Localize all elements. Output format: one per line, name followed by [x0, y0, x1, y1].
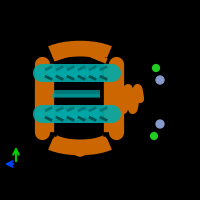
Ellipse shape — [86, 68, 102, 78]
Ellipse shape — [47, 108, 69, 119]
Ellipse shape — [67, 108, 85, 119]
Point — [154, 66, 158, 70]
Ellipse shape — [67, 68, 85, 78]
Point — [158, 122, 162, 126]
Point — [158, 78, 162, 82]
Point — [152, 134, 156, 138]
Ellipse shape — [86, 108, 102, 119]
Ellipse shape — [47, 68, 69, 78]
